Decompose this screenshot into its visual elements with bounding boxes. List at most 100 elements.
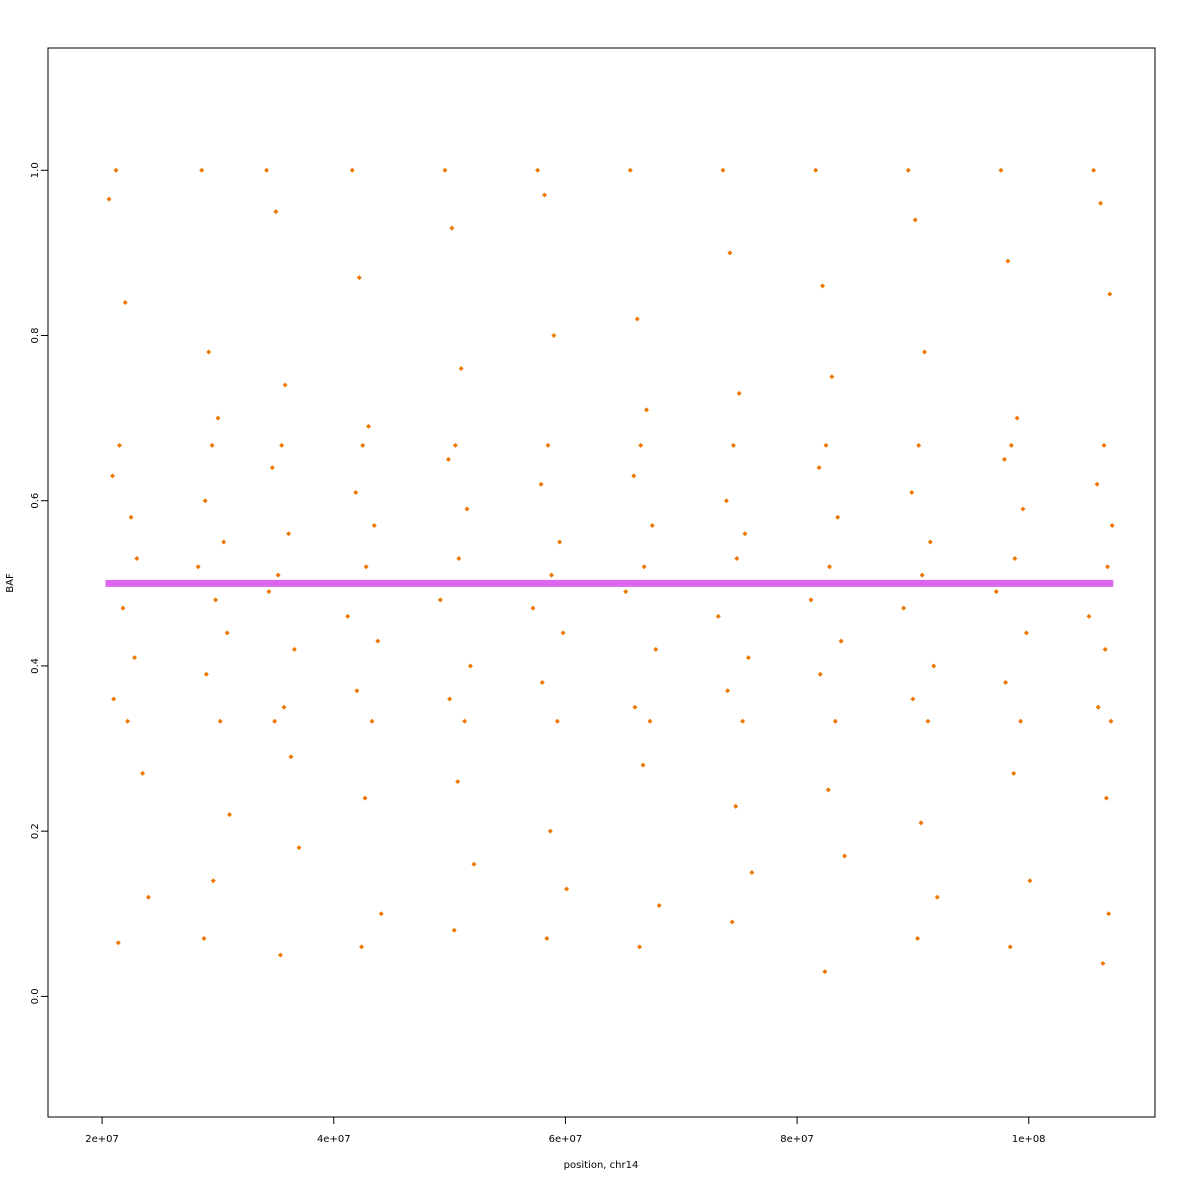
point: [734, 556, 740, 562]
point: [820, 283, 826, 289]
y-tick-label: 0.4: [30, 658, 41, 674]
point: [442, 167, 448, 173]
point: [215, 415, 221, 421]
point: [1108, 718, 1114, 724]
point: [371, 522, 377, 528]
point: [455, 779, 461, 785]
point: [120, 605, 126, 611]
point: [266, 589, 272, 595]
point: [134, 556, 140, 562]
point: [471, 861, 477, 867]
point: [122, 299, 128, 305]
point: [931, 663, 937, 669]
x-axis-label: position, chr14: [564, 1160, 639, 1171]
point: [279, 442, 285, 448]
point: [210, 878, 216, 884]
point: [827, 564, 833, 570]
point: [1086, 613, 1092, 619]
point: [349, 167, 355, 173]
point: [1007, 944, 1013, 950]
point: [115, 940, 121, 946]
point: [201, 936, 207, 942]
point: [1001, 456, 1007, 462]
point: [296, 845, 302, 851]
point: [449, 225, 455, 231]
point: [221, 539, 227, 545]
point: [1105, 564, 1111, 570]
point: [927, 539, 933, 545]
point: [723, 498, 729, 504]
point: [925, 718, 931, 724]
point: [725, 688, 731, 694]
point: [822, 969, 828, 975]
point: [823, 442, 829, 448]
y-tick-label: 0.2: [30, 823, 41, 839]
point: [369, 718, 375, 724]
point: [835, 514, 841, 520]
point: [644, 407, 650, 413]
point: [353, 489, 359, 495]
point: [447, 696, 453, 702]
point: [213, 597, 219, 603]
point: [282, 382, 288, 388]
point: [269, 465, 275, 471]
point: [116, 442, 122, 448]
point: [554, 718, 560, 724]
point: [203, 671, 209, 677]
point: [921, 349, 927, 355]
point: [1103, 795, 1109, 801]
x-tick-label: 8e+07: [780, 1134, 814, 1145]
point: [1109, 522, 1115, 528]
point: [445, 456, 451, 462]
point: [813, 167, 819, 173]
point: [551, 332, 557, 338]
point: [1011, 770, 1017, 776]
point: [464, 506, 470, 512]
point: [838, 638, 844, 644]
point: [539, 679, 545, 685]
point: [530, 605, 536, 611]
point: [345, 613, 351, 619]
point: [736, 390, 742, 396]
y-tick-label: 0.0: [30, 988, 41, 1004]
point: [729, 919, 735, 925]
point: [458, 366, 464, 372]
point: [915, 936, 921, 942]
point: [905, 167, 911, 173]
point: [113, 167, 119, 173]
point: [1094, 481, 1100, 487]
point: [627, 167, 633, 173]
point: [544, 936, 550, 942]
point: [919, 572, 925, 578]
point: [730, 442, 736, 448]
point: [656, 903, 662, 909]
point: [1091, 167, 1097, 173]
plot-frame: [47, 47, 1156, 1118]
point: [560, 630, 566, 636]
point: [451, 927, 457, 933]
point: [634, 316, 640, 322]
point: [277, 952, 283, 958]
point: [375, 638, 381, 644]
point: [649, 522, 655, 528]
point: [545, 442, 551, 448]
point: [286, 531, 292, 537]
point: [272, 718, 278, 724]
point: [549, 572, 555, 578]
point: [1106, 911, 1112, 917]
point: [111, 696, 117, 702]
point: [362, 795, 368, 801]
point: [742, 531, 748, 537]
point: [557, 539, 563, 545]
point: [1014, 415, 1020, 421]
point: [359, 944, 365, 950]
point: [542, 192, 548, 198]
point: [264, 167, 270, 173]
point: [535, 167, 541, 173]
point: [832, 718, 838, 724]
point: [281, 704, 287, 710]
point: [227, 812, 233, 818]
point: [224, 630, 230, 636]
point: [808, 597, 814, 603]
